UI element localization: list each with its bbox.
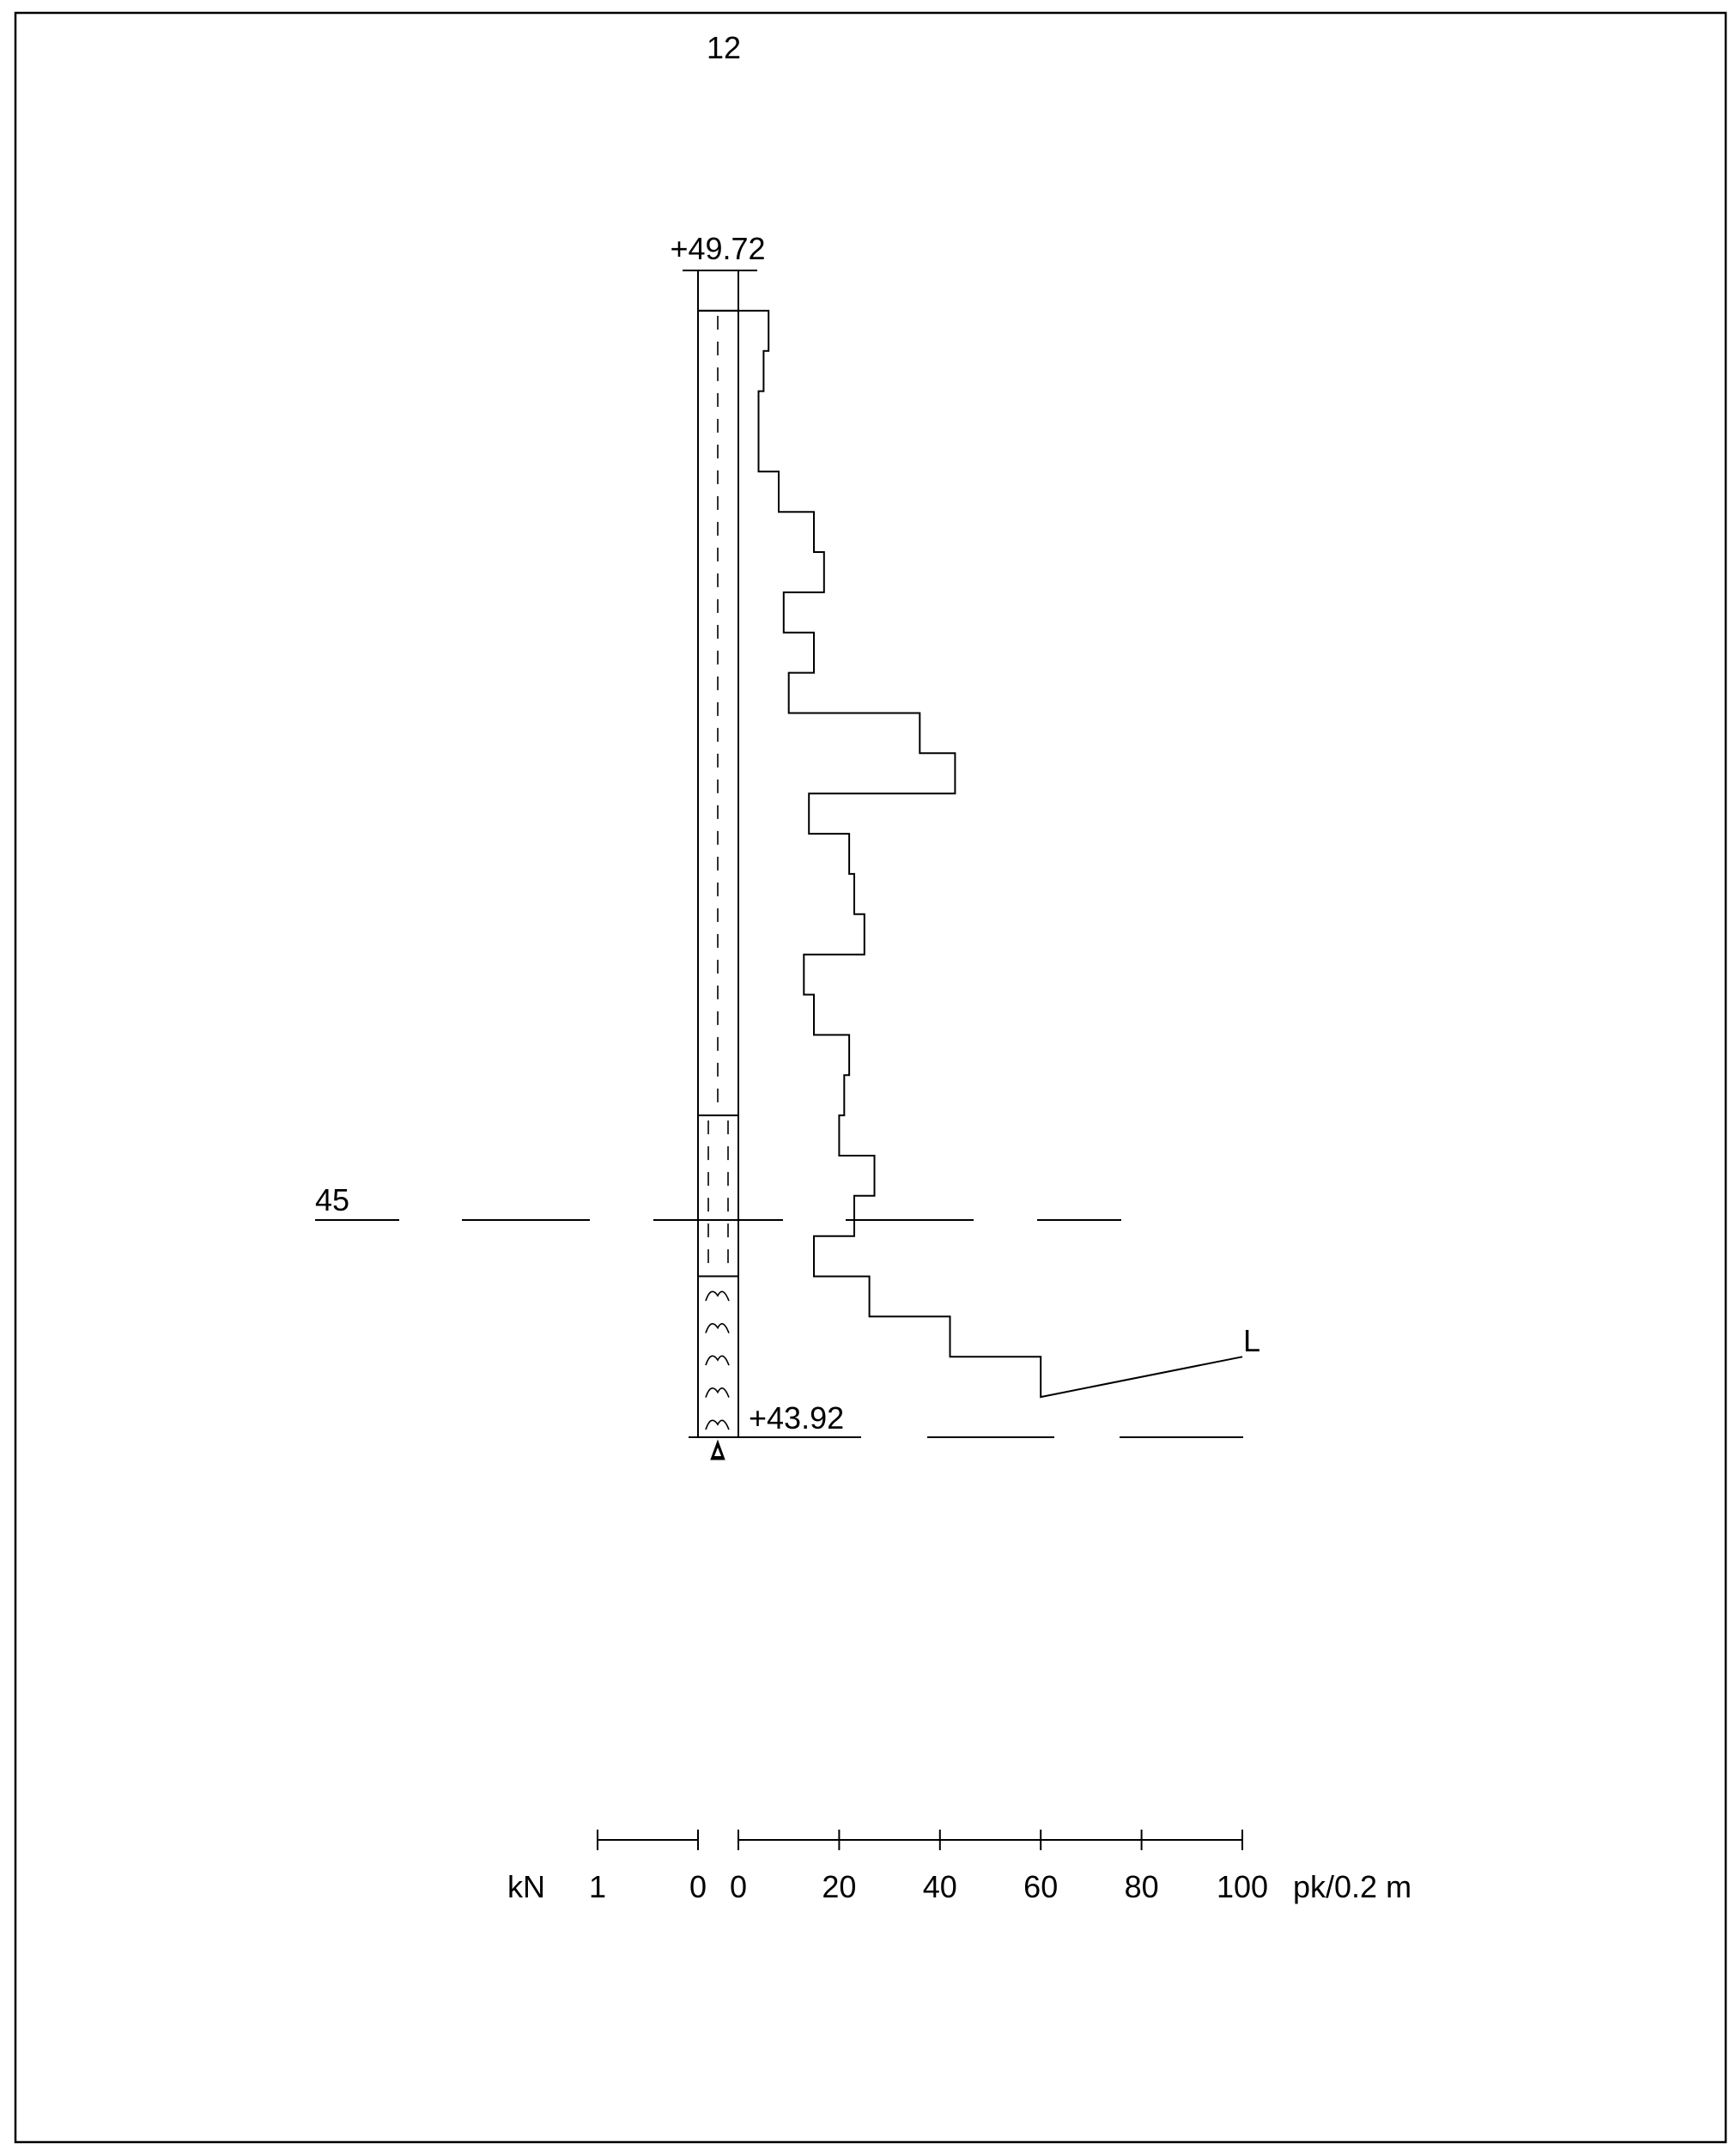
reference-level-label: 45 [315, 1182, 349, 1217]
layer-symbol-arc [705, 1419, 730, 1430]
blow-axis-tick-label: 60 [1023, 1869, 1058, 1904]
blow-axis-tick-label: 20 [822, 1869, 856, 1904]
layer-symbol-arc [705, 1387, 730, 1398]
force-axis-tick-label: 0 [689, 1869, 707, 1904]
blow-axis-tick-label: 100 [1217, 1869, 1268, 1904]
top-level-label: +49.72 [670, 231, 765, 266]
blow-axis-tick-label: 40 [923, 1869, 957, 1904]
soil-column [683, 270, 1243, 1460]
layer-symbol-arc [705, 1355, 730, 1366]
end-marker: L [1243, 1323, 1260, 1358]
bottom-pointer-inner [714, 1448, 721, 1456]
layer-symbol-arc [705, 1290, 730, 1302]
sheet-number: 12 [707, 30, 741, 65]
blow-count-line [698, 309, 1243, 1399]
blow-axis-tick-label: 80 [1125, 1869, 1159, 1904]
right-axis-unit: pk/0.2 m [1293, 1869, 1411, 1904]
layer-symbol-arc [705, 1323, 730, 1333]
scale-axes: 0 20 40 60 80 100 1 0 [589, 1830, 1268, 1904]
blow-count-curve [698, 309, 1243, 1399]
sheet-border [14, 11, 1727, 2144]
bottom-level-label: +43.92 [749, 1400, 844, 1436]
blow-axis-tick-label: 0 [730, 1869, 747, 1904]
left-axis-unit: kN [507, 1869, 545, 1904]
force-axis-tick-label: 1 [589, 1869, 606, 1904]
